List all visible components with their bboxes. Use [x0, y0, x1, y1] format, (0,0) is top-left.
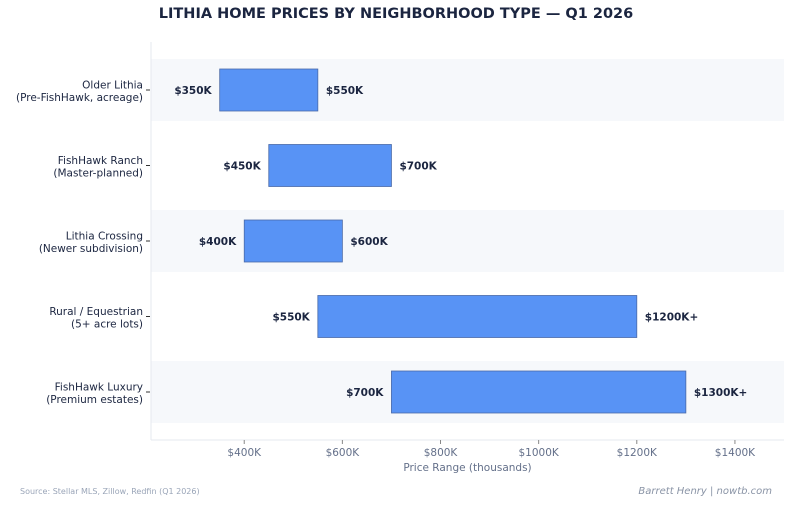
- category-label-line2: (Master-planned): [53, 168, 143, 180]
- credit: Barrett Henry | nowtb.com: [638, 486, 772, 497]
- category-label-line2: (Premium estates): [46, 394, 143, 406]
- low-label: $350K: [174, 85, 212, 97]
- range-bar: [391, 370, 687, 414]
- x-axis-label: Price Range (thousands): [403, 462, 531, 474]
- low-label: $400K: [199, 236, 237, 248]
- x-tick-label: $800K: [424, 447, 459, 459]
- x-tick-label: $1200K: [617, 447, 658, 459]
- high-label: $600K: [350, 236, 388, 248]
- category-label-line1: Older Lithia: [82, 80, 143, 92]
- category-label-line2: (5+ acre lots): [71, 319, 143, 331]
- high-label: $700K: [399, 161, 437, 173]
- low-label: $450K: [223, 161, 261, 173]
- range-bar: [219, 68, 319, 112]
- category-label-line2: (Newer subdivision): [39, 243, 143, 255]
- x-tick-label: $600K: [326, 447, 361, 459]
- x-tick-label: $1400K: [715, 447, 756, 459]
- range-bar: [317, 295, 638, 338]
- range-bar: [268, 144, 392, 187]
- x-tick-label: $400K: [227, 447, 262, 459]
- low-label: $550K: [272, 312, 310, 324]
- range-bar: [243, 219, 343, 263]
- x-tick-label: $1000K: [519, 447, 560, 459]
- category-label-line1: Rural / Equestrian: [49, 306, 143, 318]
- high-label: $1300K+: [694, 387, 747, 399]
- high-label: $1200K+: [645, 312, 698, 324]
- category-label-line1: FishHawk Luxury: [55, 382, 143, 394]
- category-label-line1: Lithia Crossing: [66, 231, 143, 243]
- category-label-line2: (Pre-FishHawk, acreage): [16, 92, 143, 104]
- high-label: $550K: [326, 85, 364, 97]
- category-label-line1: FishHawk Ranch: [58, 155, 143, 167]
- low-label: $700K: [346, 387, 384, 399]
- chart-title: LITHIA HOME PRICES BY NEIGHBORHOOD TYPE …: [158, 6, 634, 22]
- source-note: Source: Stellar MLS, Zillow, Redfin (Q1 …: [20, 487, 200, 496]
